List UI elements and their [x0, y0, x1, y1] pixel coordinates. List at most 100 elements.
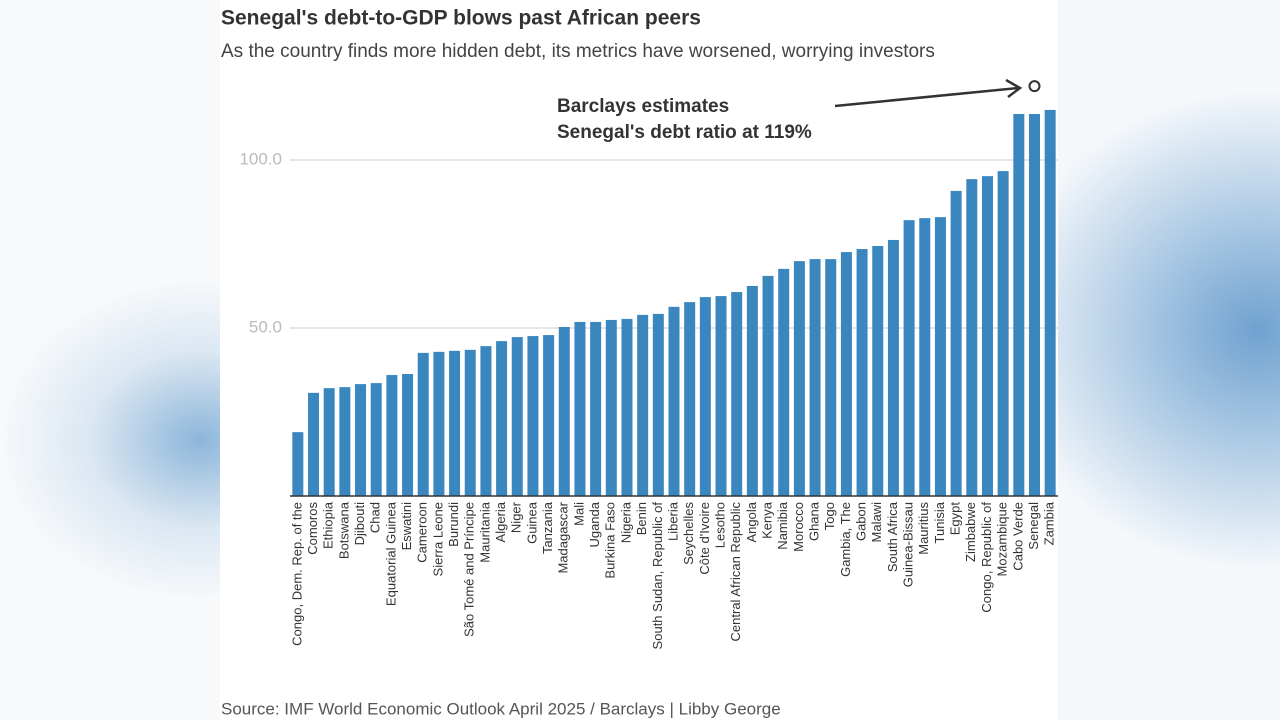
bar	[386, 375, 398, 496]
x-tick-label: Côte d'Ivoire	[697, 502, 712, 575]
x-tick-label: Liberia	[665, 501, 680, 541]
x-tick-label: Sierra Leone	[430, 502, 445, 576]
bar	[856, 249, 868, 496]
x-tick-label: Tunisia	[932, 501, 947, 543]
bar	[449, 350, 461, 496]
x-tick-label: South Africa	[885, 501, 900, 572]
x-tick-label: Egypt	[948, 502, 963, 536]
x-tick-label: São Tomé and Príncipe	[462, 502, 477, 637]
x-tick-label: Lesotho	[712, 502, 727, 548]
bar	[527, 336, 539, 496]
x-tick-label: Gambia, The	[838, 502, 853, 577]
bar	[1028, 113, 1040, 496]
x-tick-label: Benin	[634, 502, 649, 535]
x-tick-label: Algeria	[493, 501, 508, 542]
bar	[1044, 109, 1056, 496]
x-tick-label: Togo	[822, 502, 837, 530]
x-tick-label: Congo, Republic of	[979, 502, 994, 613]
bar	[605, 319, 617, 496]
x-tick-label: Botswana	[336, 501, 351, 559]
x-tick-label: Ethiopia	[321, 501, 336, 549]
bar	[840, 252, 852, 496]
bar	[934, 217, 946, 496]
annotation-line: Senegal's debt ratio at 119%	[557, 122, 812, 143]
bar	[997, 171, 1009, 496]
x-tick-label: Niger	[509, 501, 524, 533]
x-tick-label: Nigeria	[618, 501, 633, 543]
x-tick-label: Kenya	[759, 501, 774, 539]
x-tick-label: Cameroon	[415, 502, 430, 563]
x-tick-label: Mozambique	[995, 502, 1010, 576]
x-tick-label: Burkina Faso	[603, 502, 618, 579]
x-tick-label: Namibia	[775, 501, 790, 549]
bar	[621, 318, 633, 496]
bar	[966, 179, 978, 497]
x-tick-label: Mali	[571, 502, 586, 526]
annotation-line: Barclays estimates	[557, 96, 729, 117]
bar	[793, 261, 805, 496]
bar	[715, 296, 727, 496]
x-tick-label: Guinea-Bissau	[901, 502, 916, 587]
x-tick-label: Madagascar	[556, 501, 571, 573]
bar	[574, 321, 586, 496]
bar	[652, 313, 664, 496]
backdrop-right	[1058, 0, 1280, 720]
x-tick-label: Seychelles	[681, 502, 696, 565]
x-tick-label: South Sudan, Republic of	[650, 502, 665, 650]
bar	[778, 268, 790, 496]
bar	[370, 383, 382, 496]
bar	[402, 374, 414, 496]
bar	[668, 306, 680, 496]
x-tick-label: Zambia	[1042, 501, 1057, 545]
bar	[919, 218, 931, 497]
x-tick-label: Ghana	[806, 501, 821, 541]
annotation-arrow	[834, 86, 1019, 108]
bar	[323, 388, 335, 496]
estimate-marker	[1028, 80, 1041, 93]
bar	[292, 432, 304, 496]
x-tick-label: Congo, Dem. Rep. of the	[289, 502, 304, 646]
bar	[308, 392, 320, 496]
x-tick-label: Zimbabwe	[963, 502, 978, 562]
bar	[480, 346, 492, 496]
x-tick-label: Eswatini	[399, 502, 414, 551]
bar	[950, 190, 962, 497]
chart-subtitle: As the country finds more hidden debt, i…	[221, 41, 935, 62]
bar	[684, 302, 696, 496]
bar	[731, 292, 743, 496]
x-tick-label: Mauritius	[916, 502, 931, 555]
x-tick-label: Gabon	[854, 502, 869, 541]
x-tick-label: Cabo Verde	[1010, 502, 1025, 571]
x-tick-label: Comoros	[305, 502, 320, 555]
x-tick-label: Angola	[744, 501, 759, 542]
x-tick-label: Chad	[368, 502, 383, 533]
bar	[558, 326, 570, 496]
bar	[872, 246, 884, 496]
annotation-arrowhead	[1005, 78, 1023, 98]
bar	[496, 341, 508, 496]
x-tick-label: Guinea	[524, 501, 539, 544]
bar	[355, 384, 367, 496]
bar	[746, 286, 758, 496]
bar	[887, 239, 899, 496]
x-tick-label: Equatorial Guinea	[383, 501, 398, 606]
bar	[699, 297, 711, 496]
x-tick-label: Tanzania	[540, 501, 555, 554]
backdrop-left	[0, 0, 220, 720]
bar	[1013, 113, 1025, 496]
x-tick-label: Burundi	[446, 502, 461, 547]
x-tick-label: Malawi	[869, 502, 884, 543]
x-tick-label: Mauritania	[477, 501, 492, 562]
y-tick-label: 50.0	[249, 317, 282, 336]
x-tick-label: Senegal	[1026, 502, 1041, 550]
x-tick-label: Central African Republic	[728, 502, 743, 642]
bar	[433, 351, 445, 496]
x-tick-label: Djibouti	[352, 502, 367, 545]
x-tick-label: Morocco	[791, 502, 806, 552]
x-tick-label: Uganda	[587, 501, 602, 547]
bar	[762, 275, 774, 496]
bar	[464, 349, 476, 496]
bar	[590, 321, 602, 496]
